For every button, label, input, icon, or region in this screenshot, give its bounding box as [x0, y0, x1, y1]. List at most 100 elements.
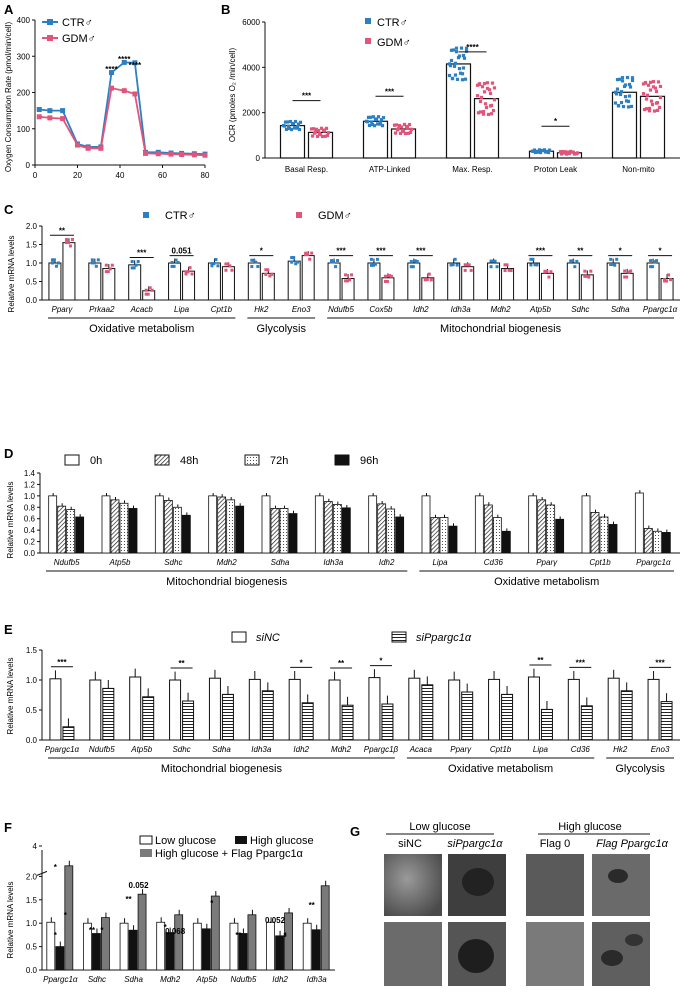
b-point	[283, 120, 288, 124]
c-xtick-label: Sdha	[611, 305, 630, 314]
a-ytick-label: 0	[26, 161, 31, 170]
d-xtick-label: Cpt1b	[589, 558, 611, 567]
b-point	[447, 62, 452, 66]
d-xtick-label: Sdhc	[164, 558, 182, 567]
c-bar	[501, 268, 515, 301]
b-point	[630, 76, 635, 80]
c-point	[332, 260, 336, 264]
c-point	[409, 259, 413, 263]
panel-label-b: B	[221, 2, 230, 17]
b-point	[371, 115, 376, 119]
c-point	[509, 268, 513, 272]
d-bar	[172, 506, 182, 554]
c-point	[455, 263, 459, 267]
d-legend-72h-swatch	[244, 454, 260, 466]
a-ytick-label: 200	[17, 89, 31, 98]
c-point	[609, 257, 613, 261]
a-legend-gdm: GDM♂	[62, 33, 96, 45]
b-point	[309, 127, 314, 131]
f-sig: *	[64, 911, 68, 920]
b-point	[290, 122, 295, 126]
b-point	[404, 124, 409, 129]
b-point	[651, 80, 656, 84]
b-point	[645, 93, 650, 97]
c-point	[290, 260, 294, 264]
e-xtick-label: Sdha	[212, 745, 231, 754]
c-point	[108, 267, 112, 271]
c-point	[411, 265, 415, 269]
b-point	[408, 130, 413, 134]
a-legend-ctr: CTR♂	[62, 17, 93, 29]
e-bar	[488, 678, 501, 741]
f-ytick-label: 1.5	[26, 896, 38, 905]
a-point	[85, 145, 91, 151]
c-point	[535, 263, 539, 267]
c-point	[383, 274, 387, 278]
a-point	[60, 116, 66, 122]
e-xtick-label: Acaca	[409, 745, 433, 754]
b-point	[451, 48, 456, 52]
c-point	[294, 262, 298, 266]
e-xtick-label: Ppargc1β	[364, 745, 399, 754]
b-point	[564, 152, 569, 156]
e-ylabel: Relative mRNA levels	[6, 658, 15, 735]
c-legend-ctr: CTR♂	[165, 210, 196, 222]
a-ytick-label: 300	[17, 52, 31, 61]
f-sig: **	[309, 901, 316, 910]
c-point	[503, 269, 507, 273]
c-point	[134, 263, 138, 267]
e-bar	[580, 705, 593, 741]
c-point	[296, 260, 300, 264]
b-point	[403, 131, 408, 136]
b-point	[476, 111, 481, 115]
b-bar	[362, 120, 389, 159]
c-point	[611, 262, 615, 266]
f-legend-flag-swatch	[140, 849, 152, 857]
b-point	[488, 91, 493, 96]
e-legend-sinc: siNC	[256, 632, 280, 644]
f-xtick-label: Ndufb5	[231, 975, 257, 984]
f-sig: *	[210, 899, 214, 908]
c-xtick-label: Prkaa2	[89, 305, 115, 314]
d-bar	[66, 509, 76, 554]
b-point	[316, 129, 321, 133]
c-bar	[526, 262, 540, 301]
f-bar	[266, 921, 275, 971]
c-sig: **	[59, 226, 66, 235]
f-bar	[320, 885, 330, 971]
b-point	[379, 118, 384, 122]
c-point	[663, 279, 667, 283]
a-legend: CTR♂ GDM♂	[42, 17, 96, 45]
a-point	[155, 151, 161, 157]
d-bar	[546, 504, 556, 554]
c-bar	[128, 264, 142, 301]
e-bar	[261, 690, 274, 741]
b-point	[614, 92, 619, 96]
c-point	[290, 256, 294, 260]
c-point	[268, 274, 272, 278]
c-ytick-label: 0.0	[26, 296, 38, 305]
b-point	[463, 77, 468, 81]
b-point	[613, 90, 618, 94]
b-point	[450, 76, 455, 80]
c-point	[453, 257, 457, 261]
b-sig: ****	[466, 43, 479, 52]
b-sig: ***	[385, 87, 395, 96]
b-point	[456, 56, 461, 60]
f-ylabel: Relative mRNA levels	[6, 882, 15, 959]
e-legend-sinc-swatch	[231, 631, 247, 643]
c-sig: ***	[336, 247, 346, 256]
panel-g: G Low glucose High glucose siNC siPpargc…	[350, 818, 685, 990]
c-bar	[287, 260, 301, 301]
a-point	[109, 70, 114, 76]
c-point	[531, 257, 535, 261]
c-point	[90, 258, 94, 262]
d-ytick-label: 1.2	[24, 480, 36, 489]
d-bar	[652, 530, 662, 554]
c-point	[609, 262, 613, 266]
b-point	[447, 73, 452, 78]
f-bar	[302, 922, 312, 971]
c-point	[230, 268, 234, 272]
e-ytick-label: 1.5	[26, 646, 38, 655]
c-bar	[447, 262, 461, 301]
